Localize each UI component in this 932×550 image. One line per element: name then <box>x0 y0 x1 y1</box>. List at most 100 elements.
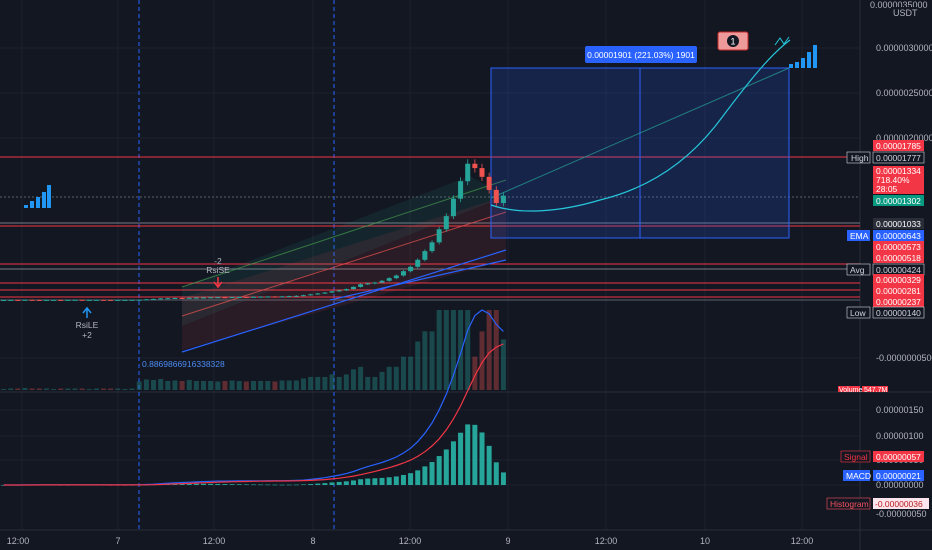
volume-bar <box>1 389 7 390</box>
candle <box>58 299 64 301</box>
level-lines <box>0 156 860 301</box>
regression-channel-lower <box>182 196 506 350</box>
candle <box>315 293 321 295</box>
volume-bar <box>158 378 164 390</box>
svg-text:0.00000021: 0.00000021 <box>876 471 921 481</box>
svg-text:Volume: Volume <box>839 387 862 394</box>
candle <box>222 297 228 299</box>
macd-tick: -0.00000050 <box>876 509 927 519</box>
price-axis[interactable]: 0.0000035000 USDT 0.0000030000 0.0000025… <box>870 0 932 363</box>
candle <box>86 299 92 301</box>
money-icon: 1 <box>717 31 749 51</box>
candle <box>108 299 114 301</box>
candle <box>172 297 178 299</box>
candle <box>336 290 342 292</box>
candle <box>500 195 506 204</box>
candle <box>236 296 242 298</box>
level-tag: 0.00000281 <box>873 285 924 296</box>
candle <box>29 299 35 301</box>
volume-bar <box>208 380 214 390</box>
candle <box>436 229 442 243</box>
volume-bar <box>43 388 49 390</box>
volume-bar <box>193 380 199 390</box>
candle <box>272 296 278 298</box>
candle <box>358 284 364 287</box>
volume-bar <box>286 380 292 390</box>
volume-bar <box>136 381 142 390</box>
level-tag-avg: Avg 0.00000424 <box>846 263 925 276</box>
histogram-bar <box>236 484 242 485</box>
candle <box>258 296 264 298</box>
volume-bar <box>79 388 85 390</box>
volume-bar <box>322 376 328 390</box>
candle <box>143 299 149 301</box>
level-tag: 0.00001302 <box>873 195 924 206</box>
macd-tick: 0.00000100 <box>876 431 924 441</box>
svg-text:718.40%: 718.40% <box>876 175 910 185</box>
time-axis[interactable]: 12:00 7 12:00 8 12:00 9 12:00 10 12:00 <box>7 536 814 546</box>
up-arrow-icon <box>82 306 92 318</box>
volume-bar <box>243 381 249 390</box>
svg-text:EMA: EMA <box>850 231 869 241</box>
histogram-bar <box>365 478 371 485</box>
candle <box>93 299 99 301</box>
ema-line <box>329 259 507 301</box>
volume-bar <box>279 380 285 390</box>
svg-text:0.00000140: 0.00000140 <box>876 308 921 318</box>
measure-label-box <box>585 46 697 63</box>
histogram-bar <box>258 484 264 486</box>
candle <box>293 295 299 297</box>
signal-rsile: RsiLE +2 <box>76 306 99 340</box>
candle <box>365 283 371 285</box>
candle <box>386 278 392 281</box>
volume-bar <box>258 380 264 390</box>
candle <box>372 282 378 284</box>
histogram-bar <box>379 477 385 485</box>
svg-text:Histogram: Histogram <box>830 499 869 509</box>
candle <box>443 216 449 230</box>
level-tag-low: Low 0.00000140 <box>846 306 925 319</box>
level-tag: 0.00000329 <box>873 274 924 285</box>
candle <box>208 297 214 299</box>
signal-bars-icon <box>789 45 817 68</box>
volume-bar <box>458 310 464 390</box>
price-tick: 0.0000035000 <box>870 0 928 10</box>
histogram-bar <box>300 484 306 486</box>
candle <box>308 294 314 296</box>
svg-text:High: High <box>851 153 869 163</box>
volume-bar <box>450 310 456 390</box>
volume-bar <box>115 388 121 390</box>
candle <box>165 298 171 300</box>
candle <box>379 280 385 283</box>
volume-bar <box>293 380 299 390</box>
histogram-bar <box>343 481 349 485</box>
histogram-bar <box>350 480 356 485</box>
histogram-bar <box>222 484 228 485</box>
svg-text:0.00001302: 0.00001302 <box>876 196 921 206</box>
histogram-bar <box>472 424 478 485</box>
histogram-bar <box>322 483 328 485</box>
volume-bar <box>186 379 192 390</box>
svg-text:0.00000643: 0.00000643 <box>876 231 921 241</box>
histogram-bar <box>265 484 271 486</box>
histogram-bar <box>436 456 442 485</box>
macd-tag-macd: MACD 0.00000021 <box>843 470 924 481</box>
volume-bar <box>86 389 92 390</box>
volume-bar <box>229 380 235 390</box>
volume-bar <box>222 380 228 390</box>
svg-text:0.00001785: 0.00001785 <box>876 141 921 151</box>
volume-bar <box>265 380 271 390</box>
volume-bar <box>479 331 485 390</box>
candle <box>201 297 207 299</box>
svg-text:0.00000237: 0.00000237 <box>876 297 921 307</box>
volume-bar <box>350 369 356 390</box>
candle <box>122 299 128 301</box>
candle <box>72 299 78 301</box>
svg-text:0.00000057: 0.00000057 <box>876 452 921 462</box>
signal-text: +2 <box>82 330 92 340</box>
histogram-bar <box>422 466 428 485</box>
histogram-bar <box>229 484 235 485</box>
candle <box>279 296 285 298</box>
svg-text:0.00000329: 0.00000329 <box>876 275 921 285</box>
